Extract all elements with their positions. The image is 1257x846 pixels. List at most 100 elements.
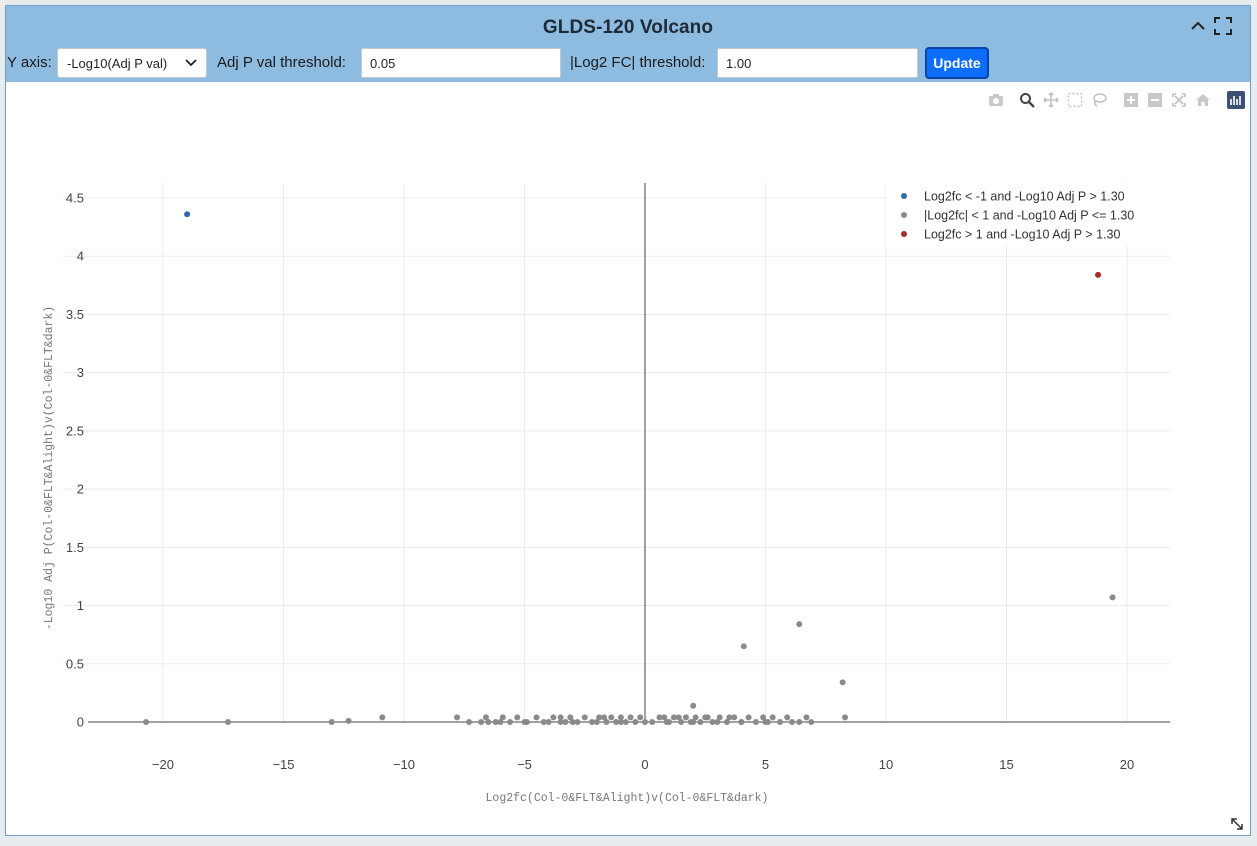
autoscale-icon[interactable] — [1171, 92, 1187, 108]
y-tick-label: 2.5 — [66, 423, 84, 438]
zoom-in-icon[interactable] — [1123, 92, 1139, 108]
data-point — [514, 714, 521, 721]
data-point — [617, 714, 624, 721]
x-tick-label: 5 — [762, 757, 769, 772]
reset-axes-icon[interactable] — [1195, 92, 1211, 108]
data-point — [649, 719, 656, 725]
camera-icon[interactable] — [988, 92, 1004, 108]
data-point — [661, 714, 668, 721]
update-button[interactable]: Update — [925, 47, 989, 79]
data-point — [588, 719, 595, 725]
data-point — [545, 719, 552, 725]
volcano-panel: GLDS-120 Volcano Y axis: -Log10(Adj P va… — [5, 5, 1251, 836]
data-point — [670, 714, 677, 721]
data-point — [379, 714, 386, 721]
zoom-icon[interactable] — [1019, 92, 1035, 108]
data-point — [776, 719, 783, 725]
data-point — [697, 719, 704, 725]
data-point — [642, 719, 648, 725]
y-tick-label: 4.5 — [66, 191, 84, 206]
collapse-icon[interactable] — [1188, 16, 1208, 36]
data-point — [709, 719, 716, 725]
data-point — [682, 714, 689, 721]
data-point — [613, 719, 620, 725]
data-point — [656, 714, 663, 721]
data-point — [507, 719, 514, 725]
data-point — [752, 719, 759, 725]
data-point — [550, 714, 557, 721]
data-point — [499, 714, 506, 721]
log2fc-threshold-input[interactable] — [717, 48, 918, 78]
y-tick-label: 1.5 — [66, 540, 84, 555]
data-point — [608, 714, 615, 721]
panel-title: GLDS-120 Volcano — [542, 17, 714, 38]
data-point — [557, 719, 564, 725]
legend-marker — [901, 212, 907, 218]
data-point — [690, 702, 697, 709]
plotly-logo-icon[interactable] — [1227, 91, 1245, 109]
data-point — [740, 643, 747, 650]
data-point — [601, 714, 608, 721]
data-point — [803, 714, 810, 721]
data-point — [716, 714, 723, 721]
data-point — [745, 714, 752, 721]
lasso-select-icon[interactable] — [1091, 92, 1107, 108]
y-tick-label: 4 — [77, 249, 84, 264]
data-point — [557, 714, 564, 721]
data-point — [581, 714, 588, 721]
data-point — [690, 719, 697, 725]
resize-handle-icon[interactable] — [1230, 817, 1244, 831]
y-axis-title: -Log10 Adj P(Col-0&FLT&Alight)v(Col-0&FL… — [43, 306, 56, 630]
y-axis-selected-value: -Log10(Adj P val) — [67, 56, 168, 71]
data-point — [678, 719, 685, 725]
legend-entry: Log2fc < -1 and -Log10 Adj P > 1.30 — [924, 190, 1125, 204]
data-point — [1095, 271, 1102, 278]
x-axis-title: Log2fc(Col-0&FLT&Alight)v(Col-0&FLT&dark… — [486, 792, 769, 805]
data-point — [627, 714, 634, 721]
box-select-icon[interactable] — [1067, 92, 1083, 108]
data-point — [533, 714, 540, 721]
data-point — [540, 719, 547, 725]
panel-header: GLDS-120 Volcano Y axis: -Log10(Adj P va… — [6, 6, 1250, 82]
data-point — [760, 714, 767, 721]
y-tick-label: 2 — [77, 482, 84, 497]
data-point — [784, 714, 791, 721]
data-point — [762, 719, 769, 725]
y-tick-label: 1 — [77, 598, 84, 613]
pan-icon[interactable] — [1043, 92, 1059, 108]
adj-p-threshold-input[interactable] — [361, 48, 561, 78]
y-tick-label: 0.5 — [66, 656, 84, 671]
data-point — [796, 621, 803, 628]
data-point — [593, 719, 600, 725]
data-point — [482, 714, 489, 721]
data-point — [521, 719, 528, 725]
data-point — [622, 719, 629, 725]
adj-p-threshold-label: Adj P val threshold: — [217, 54, 346, 71]
legend-marker — [901, 231, 907, 237]
x-tick-label: −10 — [393, 757, 415, 772]
legend-entry: |Log2fc| < 1 and -Log10 Adj P <= 1.30 — [924, 209, 1134, 223]
legend-marker — [901, 193, 907, 199]
data-point — [569, 719, 576, 725]
data-point — [839, 679, 846, 686]
zoom-out-icon[interactable] — [1147, 92, 1163, 108]
data-point — [637, 714, 644, 721]
x-tick-label: −20 — [152, 757, 174, 772]
y-tick-label: 3 — [77, 365, 84, 380]
data-point — [184, 211, 191, 218]
fullscreen-icon[interactable] — [1213, 16, 1233, 36]
data-point — [478, 719, 485, 725]
data-point — [842, 714, 849, 721]
data-point — [738, 719, 745, 725]
data-point — [726, 714, 733, 721]
data-point — [225, 719, 232, 725]
data-point — [574, 719, 581, 725]
data-point — [1109, 594, 1116, 601]
y-axis-select[interactable]: -Log10(Adj P val) — [57, 48, 207, 78]
data-point — [328, 719, 335, 725]
x-tick-label: 0 — [641, 757, 648, 772]
x-tick-label: −15 — [272, 757, 294, 772]
data-point — [143, 719, 150, 725]
y-tick-label: 3.5 — [66, 307, 84, 322]
